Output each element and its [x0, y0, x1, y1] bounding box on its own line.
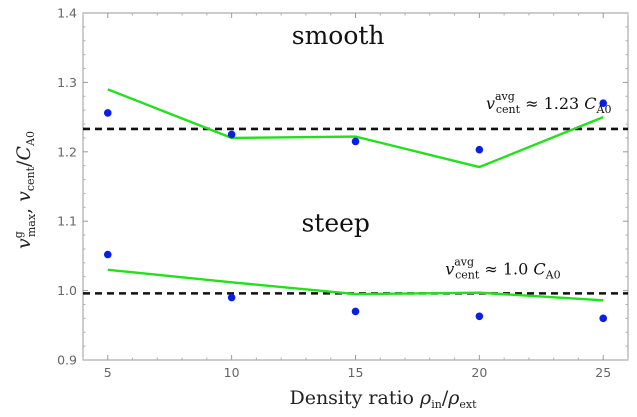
- reference-lines: [83, 127, 628, 295]
- smooth-data-point: [227, 130, 236, 139]
- y-tick-label: 0.9: [57, 353, 77, 368]
- smooth-label: smooth: [292, 21, 385, 50]
- y-tick-label: 1.3: [57, 75, 77, 90]
- smooth-data-point: [103, 109, 112, 117]
- annotations: smooth vavg cent ≈ 1.23 CA0 steep vavg cent ≈…: [292, 21, 612, 281]
- x-axis-title: Density ratio ρin/ρext: [289, 387, 477, 411]
- smooth-data-point: [351, 137, 360, 146]
- y-axis-title: vgmax, vcent/CA0: [12, 131, 38, 249]
- x-tick-label: 15: [348, 365, 364, 380]
- steep-data-point: [599, 314, 608, 323]
- y-tick-label: 1.1: [57, 214, 77, 229]
- y-tick-label: 1.4: [57, 6, 77, 21]
- smooth-data-point: [475, 145, 484, 154]
- steep-data-point: [227, 293, 236, 302]
- steep-data-point: [103, 250, 112, 259]
- smooth-data-point: [599, 99, 608, 108]
- average-velocity-label: vavg cent ≈ 1.0 CA0: [445, 256, 560, 282]
- steep-data-point: [475, 312, 484, 321]
- average-velocity-label: vavg cent ≈ 1.23 CA0: [486, 90, 612, 116]
- steep-label: steep: [301, 209, 369, 238]
- svg-text:vgmax, vcent/CA0: vgmax, vcent/CA0: [12, 131, 38, 249]
- axis-ticks: 5 10 15 20 25 0.9 1.0 1.1 1.2 1.3 1.4: [57, 6, 629, 380]
- x-tick-label: 20: [471, 365, 487, 380]
- steep-data-point: [351, 307, 360, 316]
- y-tick-label: 1.2: [57, 144, 77, 159]
- x-tick-label: 5: [104, 365, 112, 380]
- series-points: [103, 99, 608, 323]
- series-lines: [107, 88, 604, 302]
- smooth-line-series: [107, 88, 604, 169]
- x-tick-label: 25: [595, 365, 611, 380]
- steep-line-series: [107, 268, 604, 302]
- x-tick-label: 10: [224, 365, 240, 380]
- y-tick-label: 1.0: [57, 283, 77, 298]
